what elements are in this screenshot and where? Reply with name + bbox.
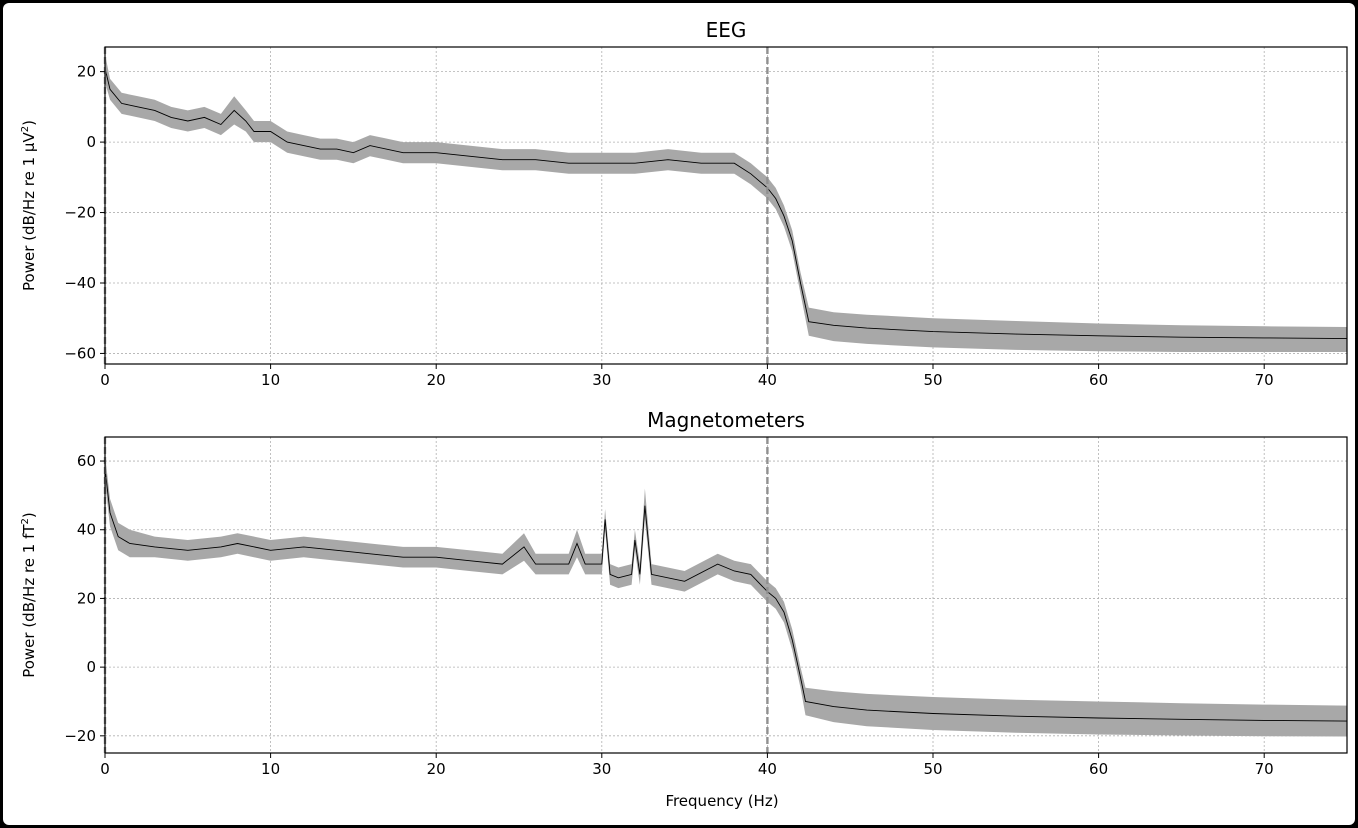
y-tick-label: −20 bbox=[64, 204, 96, 222]
eeg-panel: 0 10 20 30 40 50 60 70 20 0 −20 −40 −60 EEG Power (dB/… bbox=[20, 18, 1348, 389]
x-tick-label: 40 bbox=[758, 371, 777, 389]
x-tick-label: 20 bbox=[427, 371, 446, 389]
x-tick-label: 60 bbox=[1089, 371, 1108, 389]
x-tick-label: 50 bbox=[923, 371, 942, 389]
plot-frame bbox=[104, 46, 1348, 365]
x-tick-label: 70 bbox=[1255, 371, 1274, 389]
y-tick-label: 60 bbox=[77, 452, 96, 470]
y-tick-label: 40 bbox=[77, 521, 96, 539]
panel-title: EEG bbox=[706, 18, 747, 42]
x-tick-label: 60 bbox=[1089, 760, 1108, 778]
std-band bbox=[105, 54, 1347, 352]
plot-frame bbox=[104, 436, 1348, 754]
y-tick-label: 20 bbox=[77, 589, 96, 607]
y-tick-label: 0 bbox=[86, 133, 96, 151]
x-tick-label: 40 bbox=[758, 760, 777, 778]
mean-psd-line bbox=[104, 467, 1348, 722]
x-tick-label: 0 bbox=[100, 371, 110, 389]
x-tick-label: 70 bbox=[1255, 760, 1274, 778]
y-tick-label: 0 bbox=[86, 658, 96, 676]
y-tick-label: −60 bbox=[64, 344, 96, 362]
x-tick-label: 50 bbox=[923, 760, 942, 778]
y-tick-label: 20 bbox=[77, 63, 96, 81]
figure-canvas: 0 10 20 30 40 50 60 70 20 0 −20 −40 −60 EEG Power (dB/… bbox=[3, 3, 1355, 825]
x-tick-label: 0 bbox=[100, 760, 110, 778]
panel-title: Magnetometers bbox=[647, 408, 805, 432]
y-axis-label: Power (dB/Hz re 1 fT2) bbox=[20, 512, 38, 678]
x-tick-label: 30 bbox=[592, 760, 611, 778]
x-tick-label: 20 bbox=[427, 760, 446, 778]
y-tick-label: −40 bbox=[64, 274, 96, 292]
x-axis-label: Frequency (Hz) bbox=[665, 792, 778, 810]
std-band bbox=[105, 454, 1347, 737]
x-tick-label: 30 bbox=[592, 371, 611, 389]
x-tick-label: 10 bbox=[261, 760, 280, 778]
magnetometers-panel: 0 10 20 30 40 50 60 706040200−20MagnetometersPo… bbox=[20, 408, 1348, 778]
y-tick-label: −20 bbox=[64, 727, 96, 745]
mean-psd-line bbox=[104, 67, 1348, 340]
x-tick-label: 10 bbox=[261, 371, 280, 389]
y-axis-label: Power (dB/Hz re 1 μV2) bbox=[20, 120, 38, 291]
